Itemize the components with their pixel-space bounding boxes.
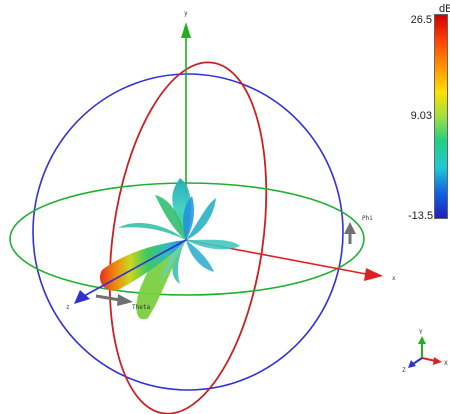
y-axis-label: y bbox=[184, 10, 188, 17]
orient-x-label: X bbox=[444, 360, 448, 367]
orient-y-label: Y bbox=[419, 329, 423, 336]
theta-label: Theta bbox=[132, 304, 150, 311]
phi-ring bbox=[9, 182, 365, 296]
x-axis-label: x bbox=[392, 275, 396, 282]
orient-z-label: Z bbox=[402, 367, 406, 374]
theta-ring bbox=[108, 61, 268, 414]
colorbar-gradient bbox=[434, 14, 448, 219]
colorbar-max: 26.5 bbox=[410, 14, 432, 26]
phi-arrow-head bbox=[344, 222, 356, 234]
orientation-widget: Y X Z bbox=[402, 329, 448, 374]
z-axis-line bbox=[83, 239, 187, 297]
z-axis-arrow bbox=[74, 290, 90, 304]
colorbar-min: -13.5 bbox=[408, 210, 434, 222]
x-axis-arrow bbox=[364, 268, 383, 281]
z-axis-label: z bbox=[66, 304, 70, 311]
theta-arrow-line bbox=[95, 294, 121, 302]
colorbar-mid: 9.03 bbox=[410, 110, 432, 122]
colorbar-unit: dB bbox=[439, 3, 450, 15]
sphere-ring bbox=[32, 73, 344, 391]
theta-arrow-head bbox=[117, 294, 133, 306]
y-axis-arrow bbox=[181, 22, 191, 38]
phi-label: Phi bbox=[362, 215, 373, 222]
colorbar: dB 26.5 9.03 -13.5 bbox=[408, 3, 450, 223]
